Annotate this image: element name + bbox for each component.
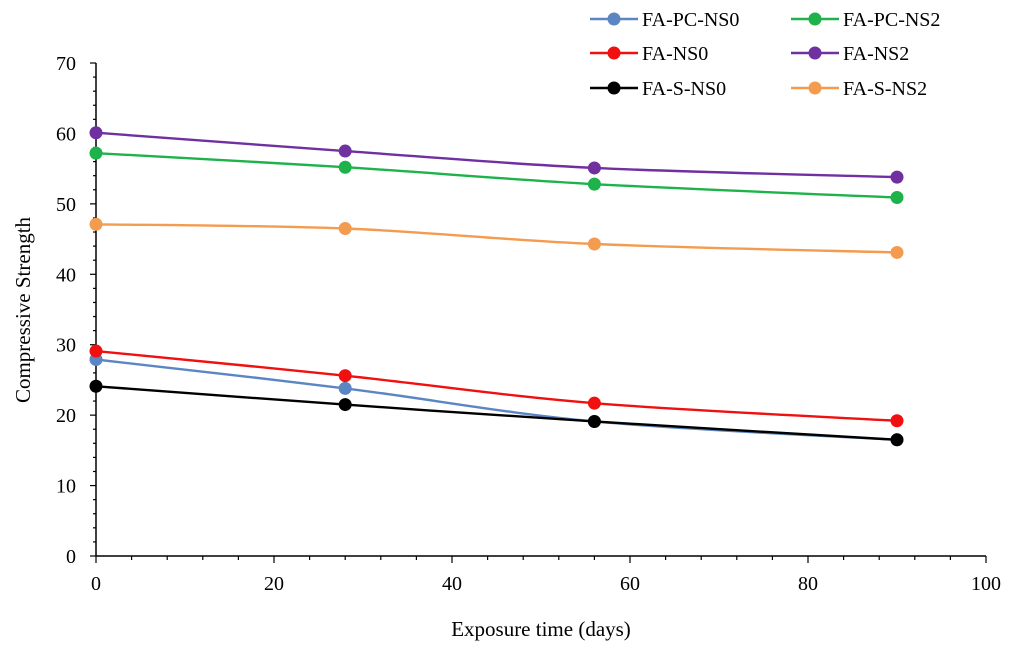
legend-label: FA-PC-NS2 [843, 9, 940, 31]
series-fa-pc-ns2 [89, 146, 904, 205]
legend-swatch-marker [808, 81, 822, 95]
data-point [890, 170, 904, 184]
series-fa-ns2 [89, 126, 904, 184]
series-fa-s-ns0 [89, 379, 904, 447]
data-point [587, 237, 601, 251]
y-tick-label: 0 [66, 546, 76, 568]
series-line [95, 151, 898, 199]
data-point [89, 344, 103, 358]
legend-item-fa-s-ns2: FA-S-NS2 [791, 78, 927, 100]
data-point [890, 191, 904, 205]
data-point [89, 126, 103, 140]
data-point [89, 379, 103, 393]
x-axis-title: Exposure time (days) [451, 617, 631, 641]
y-tick-label: 20 [56, 405, 76, 427]
x-tick-label: 0 [91, 573, 101, 595]
data-point [338, 381, 352, 395]
x-tick-label: 100 [971, 573, 1001, 595]
y-tick-label: 10 [56, 476, 76, 498]
data-point [338, 398, 352, 412]
axes: 0 10 20 30 40 50 60 70 0 20 40 60 80 100 [56, 53, 1001, 595]
data-point [890, 245, 904, 259]
legend-item-fa-pc-ns0: FA-PC-NS0 [590, 9, 739, 31]
legend-label: FA-PC-NS0 [642, 9, 739, 31]
series-line [95, 349, 898, 422]
x-tick-label: 40 [442, 573, 462, 595]
x-tick-label: 80 [798, 573, 818, 595]
legend-label: FA-S-NS2 [843, 78, 927, 100]
plot-area [89, 126, 904, 447]
legend-label: FA-S-NS0 [642, 78, 726, 100]
data-point [890, 433, 904, 447]
data-point [587, 414, 601, 428]
legend-label: FA-NS0 [642, 43, 708, 65]
data-point [338, 222, 352, 236]
series-line [95, 358, 898, 441]
legend-item-fa-pc-ns2: FA-PC-NS2 [791, 9, 940, 31]
legend-swatch-marker [607, 81, 621, 95]
legend-swatch-marker [607, 46, 621, 60]
x-tick-label: 60 [620, 573, 640, 595]
legend-swatch-marker [607, 12, 621, 26]
data-point [587, 396, 601, 410]
legend-swatch-marker [808, 12, 822, 26]
legend-label: FA-NS2 [843, 43, 909, 65]
data-point [89, 217, 103, 231]
series-fa-ns0 [89, 344, 904, 428]
y-tick-label: 40 [56, 264, 76, 286]
legend-swatch-marker [808, 46, 822, 60]
legend-item-fa-s-ns0: FA-S-NS0 [590, 78, 726, 100]
data-point [890, 414, 904, 428]
y-axis-title: Compressive Strength [11, 216, 35, 403]
series-line [95, 385, 898, 441]
y-tick-label: 30 [56, 335, 76, 357]
y-tick-label: 70 [56, 53, 76, 75]
data-point [587, 161, 601, 175]
data-point [338, 144, 352, 158]
legend: FA-PC-NS0 FA-PC-NS2 FA-NS0 FA-NS2 FA-S-NS0 FA… [590, 9, 940, 100]
x-tick-label: 20 [264, 573, 284, 595]
series-line [95, 223, 898, 254]
y-tick-label: 60 [56, 123, 76, 145]
data-point [587, 177, 601, 191]
data-point [338, 160, 352, 174]
series-line [95, 131, 898, 179]
y-tick-label: 50 [56, 194, 76, 216]
series-fa-s-ns2 [89, 217, 904, 259]
legend-item-fa-ns0: FA-NS0 [590, 43, 708, 65]
legend-item-fa-ns2: FA-NS2 [791, 43, 909, 65]
data-point [338, 369, 352, 383]
data-point [89, 146, 103, 160]
